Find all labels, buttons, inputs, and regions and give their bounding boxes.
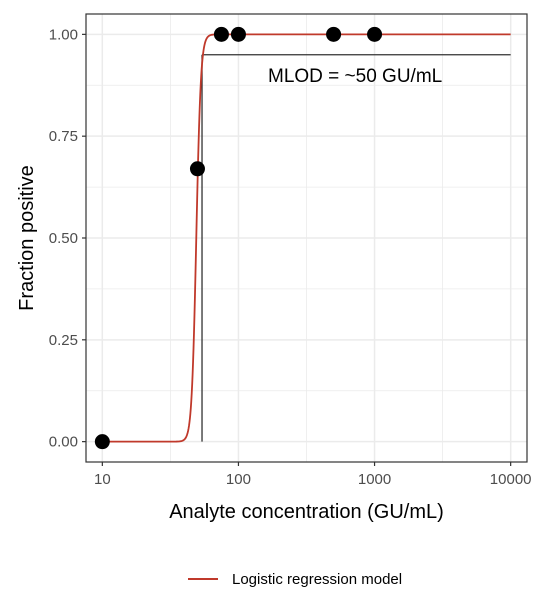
y-axis-title: Fraction positive <box>16 165 38 311</box>
x-tick-label: 1000 <box>358 471 391 488</box>
legend: Logistic regression model <box>188 571 402 588</box>
x-tick-label: 10000 <box>490 471 532 488</box>
y-tick-label: 0.75 <box>49 128 78 145</box>
y-tick-label: 0.50 <box>49 230 78 247</box>
data-point <box>230 26 246 42</box>
logistic-curve <box>102 33 511 443</box>
data-point <box>94 434 110 450</box>
y-tick-label: 0.25 <box>49 332 78 349</box>
mlod-annotation: MLOD = ~50 GU/mL <box>268 66 442 87</box>
data-point <box>326 26 342 42</box>
y-tick-label: 1.00 <box>49 26 78 43</box>
y-tick-label: 0.00 <box>49 434 78 451</box>
x-tick-label: 100 <box>226 471 251 488</box>
data-point <box>213 26 229 42</box>
x-tick-label: 10 <box>94 471 111 488</box>
data-point <box>189 161 205 177</box>
legend-label: Logistic regression model <box>232 571 402 588</box>
data-points <box>94 26 383 450</box>
model-curve-group <box>102 33 511 443</box>
x-axis-ticks: 10 100 1000 10000 <box>94 462 532 488</box>
x-axis-title: Analyte concentration (GU/mL) <box>169 501 444 523</box>
y-axis-ticks: 0.00 0.25 0.50 0.75 1.00 <box>49 26 86 451</box>
grid <box>86 14 527 462</box>
data-point <box>367 26 383 42</box>
reference-lines <box>201 54 511 442</box>
